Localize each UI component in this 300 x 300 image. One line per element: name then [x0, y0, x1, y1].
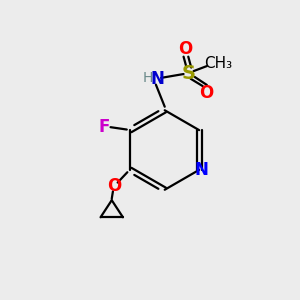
- Text: CH₃: CH₃: [204, 56, 232, 70]
- Text: S: S: [181, 64, 195, 83]
- Text: F: F: [98, 118, 110, 136]
- Text: N: N: [150, 70, 164, 88]
- Text: N: N: [195, 161, 208, 179]
- Text: O: O: [178, 40, 193, 58]
- Text: O: O: [199, 84, 213, 102]
- Text: O: O: [107, 177, 121, 195]
- Text: H: H: [142, 71, 153, 85]
